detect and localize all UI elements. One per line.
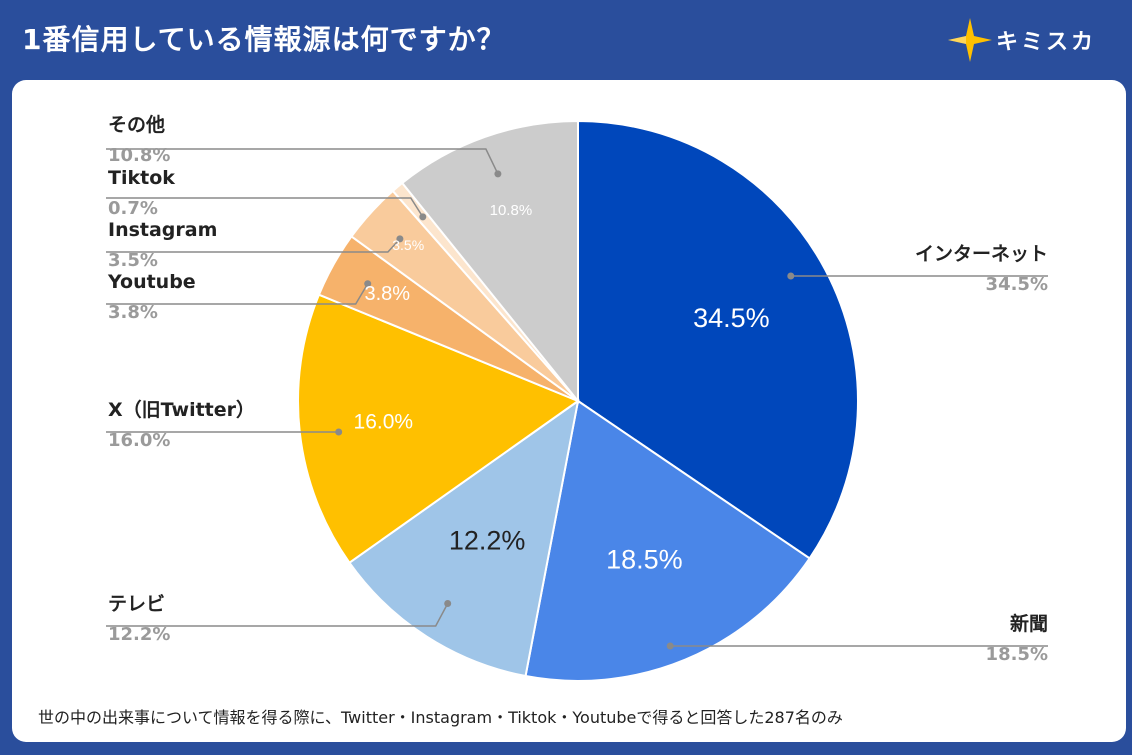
slice-other [400,119,579,404]
brand-logo: キミスカ [946,14,1096,66]
pie-slices [297,119,859,682]
leader-dot-instagram [396,235,404,243]
label-value-youtube: 3.8% [108,302,158,323]
leader-line-tv [106,603,449,627]
label-name-other: その他 [108,113,165,136]
label-value-tv: 12.2% [108,624,170,645]
label-value-newspaper: 18.5% [986,644,1048,665]
label-name-internet: インターネット [915,243,1048,265]
footnote: 世の中の出来事について情報を得る際に、Twitter・Instagram・Tik… [38,708,843,727]
slice-value-x-twitter: 16.0% [354,411,414,434]
slice-value-other: 10.8% [490,202,533,219]
leader-dot-newspaper [666,642,674,650]
label-value-internet: 34.5% [986,274,1048,295]
star-logo-icon [947,18,992,62]
leader-line-other [106,148,499,175]
slice-value-youtube: 3.8% [365,283,411,305]
label-name-instagram: Instagram [108,219,217,241]
slice-value-newspaper: 18.5% [606,545,683,575]
leader-dot-tv [444,600,452,607]
leader-dot-other [494,170,502,178]
label-value-other: 10.8% [108,145,170,166]
leader-dot-youtube [364,280,372,288]
logo-text: キミスカ [995,30,1096,55]
slice-value-tv: 12.2% [449,525,526,555]
leader-line-youtube [106,283,369,305]
label-name-newspaper: 新聞 [1010,612,1048,635]
chart-card: 34.5% インターネット 34.5% 18.5% 新聞 18.5% 12.2% テレビ 12.… [12,80,1126,742]
leader-line-tiktok [106,197,424,218]
page-title: 1番信用している情報源は何ですか？ [22,23,506,56]
pie-chart: 34.5% インターネット 34.5% 18.5% 新聞 18.5% 12.2% テレビ 12.… [106,113,1048,682]
label-name-tv: テレビ [108,593,165,615]
leader-line-instagram [106,238,401,253]
slice-newspaper [524,399,811,682]
label-value-instagram: 3.5% [108,250,158,271]
slice-internet [577,119,859,560]
slice-value-internet: 34.5% [693,303,770,333]
leader-dot-internet [787,272,795,280]
slice-labels: 34.5% インターネット 34.5% 18.5% 新聞 18.5% 12.2% テレビ 12.… [107,113,1048,665]
label-value-tiktok: 0.7% [108,198,158,219]
label-name-youtube: Youtube [107,271,196,293]
leader-dot-x-twitter [335,428,343,436]
leader-lines [106,148,1048,650]
slice-value-instagram: 3.5% [392,237,424,253]
leader-dot-tiktok [419,213,427,221]
header: 1番信用している情報源は何ですか？ キミスカ [0,0,1132,80]
label-name-tiktok: Tiktok [108,167,175,189]
label-name-x-twitter: X（旧Twitter） [108,398,255,421]
slice-tv [348,398,580,678]
label-value-x-twitter: 16.0% [108,430,170,451]
